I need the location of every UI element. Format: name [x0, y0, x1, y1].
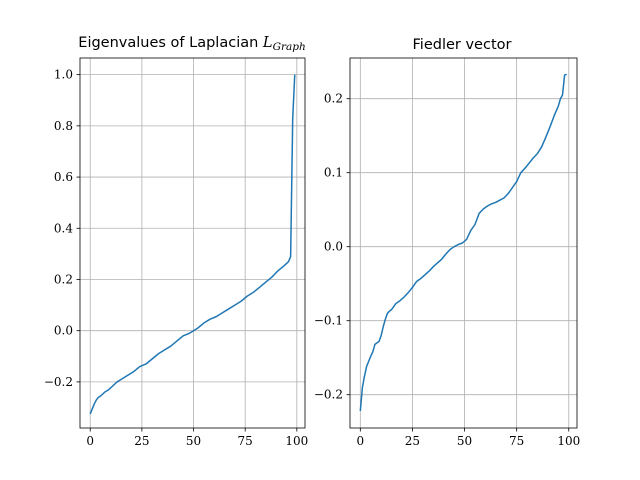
fiedler-x-tick-label: 50 — [457, 434, 472, 448]
eigenvalues-x-tick-label: 0 — [86, 434, 94, 448]
fiedler-series-line — [359, 73, 567, 412]
fiedler-y-tick-label: 0.0 — [324, 240, 343, 254]
fiedler-x-tick-label: 25 — [405, 434, 420, 448]
fiedler-y-tick-label: 0.2 — [324, 92, 343, 106]
fiedler-y-tick-label: 0.1 — [324, 166, 343, 180]
eigenvalues-y-tick-label: 1.0 — [54, 68, 73, 82]
fiedler-y-tick-label: −0.2 — [314, 388, 343, 402]
eigenvalues-title-text: Eigenvalues of Laplacian — [78, 35, 263, 51]
eigenvalues-title-math-base: L — [262, 35, 273, 51]
eigenvalues-y-tick-label: 0.2 — [54, 272, 73, 286]
eigenvalues-title-math-sub: Graph — [273, 41, 306, 53]
eigenvalues-x-tick-label: 100 — [285, 434, 308, 448]
eigenvalues-y-ticks: −0.2 0.0 0.2 0.4 0.6 0.8 1.0 — [44, 68, 80, 389]
fiedler-y-grid — [350, 98, 577, 396]
eigenvalues-x-tick-label: 50 — [186, 434, 201, 448]
eigenvalues-series-line — [89, 74, 296, 415]
eigenvalues-x-tick-label: 25 — [134, 434, 149, 448]
fiedler-x-tick-label: 0 — [356, 434, 364, 448]
eigenvalues-x-tick-label: 75 — [238, 434, 253, 448]
eigenvalues-series — [89, 74, 296, 415]
eigenvalues-y-tick-label: 0.0 — [54, 324, 73, 338]
fiedler-x-grid — [359, 58, 570, 428]
fiedler-x-ticks: 0 25 50 75 100 — [356, 428, 580, 448]
fiedler-y-ticks: −0.2 −0.1 0.0 0.1 0.2 — [314, 92, 350, 402]
fiedler-x-tick-label: 100 — [557, 434, 580, 448]
eigenvalues-y-tick-label: −0.2 — [44, 375, 73, 389]
fiedler-panel: Fiedler vector 0 25 50 75 100 −0.2 −0.1 0.0 0.1… — [314, 37, 580, 448]
fiedler-axes-frame — [349, 57, 578, 429]
eigenvalues-y-tick-label: 0.8 — [54, 119, 73, 133]
eigenvalues-panel: Eigenvalues of Laplacian LGraph 0 25 50 75 1… — [44, 35, 308, 448]
eigenvalues-chart-title: Eigenvalues of Laplacian LGraph — [78, 35, 305, 53]
fiedler-x-tick-label: 75 — [509, 434, 524, 448]
eigenvalues-x-ticks: 0 25 50 75 100 — [86, 428, 308, 448]
eigenvalues-y-tick-label: 0.6 — [54, 170, 73, 184]
fiedler-series — [359, 73, 567, 412]
eigenvalues-y-tick-label: 0.4 — [54, 221, 73, 235]
fiedler-y-tick-label: −0.1 — [314, 314, 343, 328]
fiedler-chart-title: Fiedler vector — [413, 37, 512, 53]
eigenvalues-axes-frame — [79, 57, 306, 429]
